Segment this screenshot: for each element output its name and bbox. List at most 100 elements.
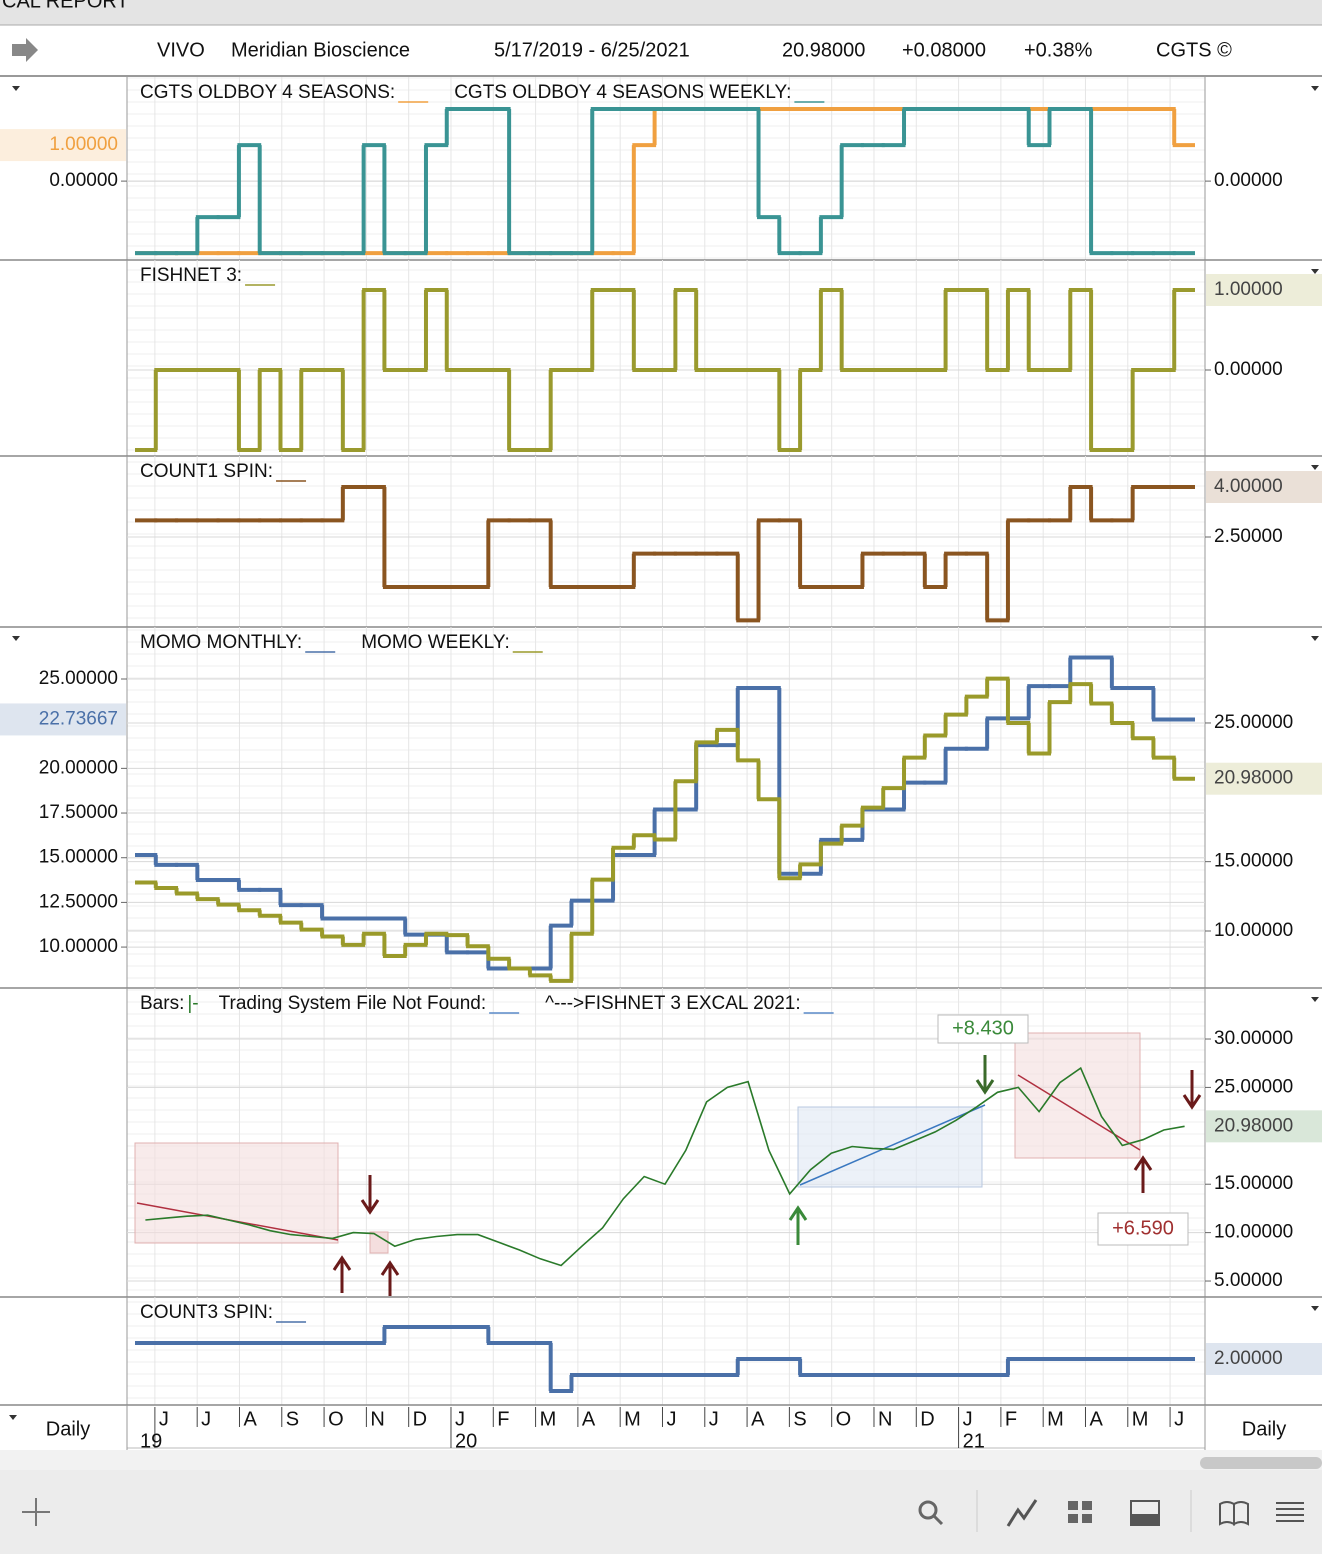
date-range: 5/17/2019 - 6/25/2021	[494, 39, 690, 61]
y-tick-label: 0.00000	[49, 170, 118, 191]
legend-label: MOMO WEEKLY:	[361, 632, 510, 653]
month-label: J	[666, 1408, 676, 1430]
last-value-bg	[1206, 762, 1322, 795]
month-label: J	[159, 1408, 169, 1430]
dropdown	[1311, 86, 1319, 91]
change: +0.08000	[902, 39, 986, 61]
last-value-label: 2.00000	[1214, 1348, 1283, 1369]
month-label: N	[370, 1408, 384, 1430]
last-value-label: 20.98000	[1214, 768, 1293, 789]
chart-icon[interactable]	[1006, 1499, 1038, 1527]
arrow-down	[975, 1055, 995, 1095]
last-value-label: 4.00000	[1214, 476, 1283, 497]
last-value-label: 1.00000	[1214, 279, 1283, 300]
month-label: O	[836, 1408, 852, 1430]
y2-tick-label: 2.50000	[1214, 526, 1283, 547]
trend-line	[799, 1104, 986, 1186]
dropdown	[1311, 997, 1319, 1002]
arrow-up	[788, 1205, 808, 1245]
legend-label: CGTS OLDBOY 4 SEASONS WEEKLY:	[454, 82, 791, 103]
legend-label: CGTS OLDBOY 4 SEASONS:	[140, 82, 395, 103]
y2-tick-label: 5.00000	[1214, 1270, 1283, 1291]
y2-tick-label: 25.00000	[1214, 712, 1293, 733]
y-tick-label: 10.00000	[39, 936, 118, 957]
trade-overlay: +8.430 +6.590	[134, 1014, 1202, 1296]
month-label: M	[1047, 1408, 1064, 1430]
month-label: A	[582, 1408, 596, 1430]
month-label: O	[328, 1408, 344, 1430]
plot-background	[127, 1297, 1205, 1405]
month-label: J	[963, 1408, 973, 1430]
period-label: Daily	[46, 1418, 90, 1440]
last-value-bg	[1206, 1343, 1322, 1375]
month-label: D	[413, 1408, 427, 1430]
month-label: A	[243, 1408, 257, 1430]
dropdown	[1311, 1306, 1319, 1311]
arrow-up	[332, 1255, 352, 1293]
month-label: M	[624, 1408, 641, 1430]
dropdown	[12, 86, 20, 91]
month-label: S	[286, 1408, 299, 1430]
arrow-up	[1133, 1155, 1153, 1193]
legend-symbol: |-	[187, 993, 198, 1014]
scroll-area	[0, 1450, 1322, 1470]
last-value-bg	[0, 129, 126, 162]
month-label: S	[793, 1408, 806, 1430]
dropdown	[1311, 269, 1319, 274]
year-label: 19	[140, 1430, 162, 1452]
last-value-label: 22.73667	[39, 708, 118, 729]
y2-tick-label: 30.00000	[1214, 1028, 1293, 1049]
arrow-down	[1182, 1070, 1202, 1110]
y2-tick-label: 10.00000	[1214, 920, 1293, 941]
last-value-label: 20.98000	[1214, 1115, 1293, 1136]
month-label: F	[497, 1408, 509, 1430]
legend-label: Bars:	[140, 993, 184, 1014]
menu-icon[interactable]	[1276, 1502, 1304, 1522]
y-tick-label: 12.50000	[39, 891, 118, 912]
search-icon[interactable]	[932, 1514, 944, 1526]
dropdown	[1311, 636, 1319, 641]
year-label: 20	[455, 1430, 477, 1452]
annotation-box	[1097, 1212, 1189, 1246]
legend-label: MOMO MONTHLY:	[140, 632, 302, 653]
plot-background	[127, 456, 1205, 627]
nav-arrow[interactable]	[12, 38, 38, 62]
last-value-bg	[1206, 274, 1322, 306]
month-label: N	[878, 1408, 892, 1430]
add-button[interactable]	[22, 1498, 50, 1526]
arrow-down	[360, 1175, 380, 1215]
search-icon[interactable]	[918, 1500, 938, 1520]
last-value-bg	[1206, 1110, 1322, 1143]
brand: CGTS ©	[1156, 39, 1232, 61]
change-pct: +0.38%	[1024, 39, 1093, 61]
annotation: +8.430	[952, 1017, 1014, 1039]
last-value-bg	[0, 703, 126, 736]
symbol: VIVO	[157, 39, 205, 61]
trend-line	[1017, 1074, 1141, 1151]
dropdown	[9, 1415, 17, 1420]
dropdown	[1311, 465, 1319, 470]
y-tick-label: 17.50000	[39, 802, 118, 823]
panel-icon[interactable]	[1131, 1514, 1159, 1525]
legend-label: COUNT3 SPIN:	[140, 1302, 273, 1323]
y-tick-label: 20.00000	[39, 757, 118, 778]
month-label: A	[751, 1408, 765, 1430]
price-line	[145, 1066, 1185, 1267]
legend-label: Trading System File Not Found:	[219, 993, 487, 1014]
company: Meridian Bioscience	[231, 39, 410, 61]
y2-tick-label: 15.00000	[1214, 851, 1293, 872]
month-label: A	[1089, 1408, 1103, 1430]
month-label: M	[540, 1408, 557, 1430]
scrollbar[interactable]	[1200, 1457, 1322, 1469]
last-value-label: 1.00000	[49, 134, 118, 155]
legend-label: COUNT1 SPIN:	[140, 461, 273, 482]
book-icon[interactable]	[1219, 1501, 1249, 1526]
y2-tick-label: 10.00000	[1214, 1222, 1293, 1243]
grid-icon[interactable]	[1068, 1501, 1092, 1523]
arrow-up	[380, 1260, 400, 1296]
month-label: D	[920, 1408, 934, 1430]
month-label: J	[709, 1408, 719, 1430]
month-label: J	[201, 1408, 211, 1430]
